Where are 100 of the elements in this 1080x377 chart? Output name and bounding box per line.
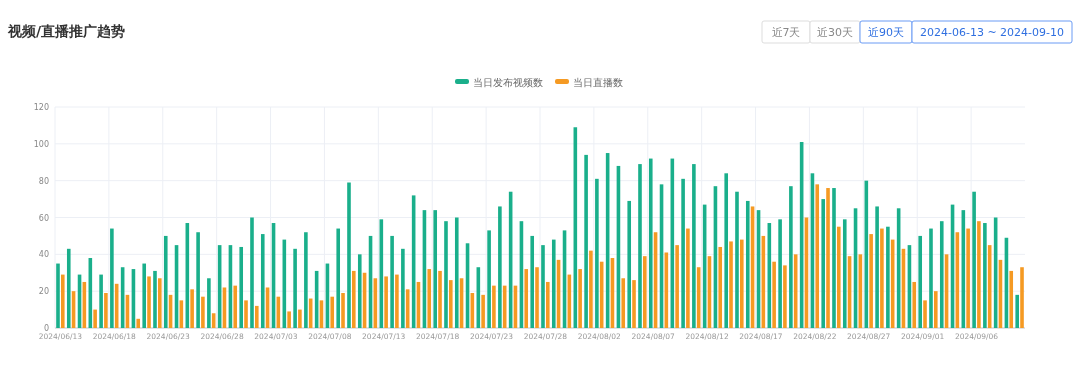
bar [966,228,970,328]
bar [454,217,459,328]
bar [983,223,987,328]
bar [589,250,593,328]
bar [718,246,723,328]
bar [104,293,108,328]
bar [136,318,141,328]
bar [401,248,405,328]
bar [260,234,265,328]
bar [595,178,599,328]
bar [110,228,114,328]
bar [686,228,690,328]
y-tick-label: 120 [33,103,49,112]
bar [347,182,351,328]
bar [842,219,847,328]
bar [530,235,535,328]
bar [642,256,647,328]
bar [675,245,679,328]
bar [99,274,103,328]
y-tick-label: 40 [38,250,49,260]
bar [724,173,729,328]
bar [201,296,205,328]
y-tick-label: 100 [33,139,49,149]
bar [836,226,841,328]
bar [584,154,588,328]
bar [1020,267,1024,328]
bar [147,276,151,328]
bar [93,309,97,328]
title: 视频/直播推广趋势 [8,23,126,39]
bar [929,228,933,328]
bar [918,235,923,328]
bar [789,186,793,328]
bar [815,184,820,328]
bar [778,219,782,328]
bar [196,232,200,328]
bar [244,300,248,328]
bar [832,188,836,328]
bar [933,291,938,328]
bar [190,289,194,328]
y-tick-label: 0 [43,324,49,333]
bar [524,269,529,328]
bar [648,158,653,328]
bar [298,309,302,328]
bar [287,311,291,328]
bar [233,285,238,328]
y-tick-label: 60 [38,213,49,223]
bar [551,239,556,328]
bar [729,241,733,328]
bar [739,239,744,328]
bar [250,217,254,328]
bar [681,178,685,328]
bar [330,296,335,328]
bar [427,269,432,328]
bar [692,164,696,328]
y-tick-label: 20 [38,287,49,297]
bar [153,270,157,328]
bar [745,200,750,328]
bar [1009,270,1014,328]
bar [826,188,830,328]
bar [869,234,873,328]
bar [783,265,787,328]
bar [535,267,539,328]
bar [207,278,211,328]
bar [448,280,453,328]
bar [638,164,642,328]
bar [886,226,890,328]
legend-label: 当日发布视频数 [473,77,543,88]
bar [1015,294,1020,328]
bar [621,278,626,328]
bar [545,281,550,328]
bar [444,221,448,328]
bar [972,191,976,328]
bar [578,269,582,328]
bar [254,305,259,328]
bar [880,228,884,328]
bar [632,280,636,328]
bar [541,245,545,328]
bar [293,248,297,328]
bar [157,278,162,328]
bar [357,254,362,328]
bar [60,274,65,328]
bar [912,281,917,328]
legend-label: 当日直播数 [573,77,623,88]
bar [772,261,776,328]
bar [923,300,927,328]
bar [56,263,60,328]
bar [875,206,879,328]
bar [977,221,981,328]
bar [438,270,442,328]
bar [66,248,71,328]
bar [498,206,502,328]
bar [384,276,388,328]
bar [481,294,485,328]
bar [627,200,632,328]
bar [163,235,168,328]
bar [142,263,147,328]
bar [395,274,399,328]
bar [735,191,739,328]
bar [304,232,308,328]
bar [351,270,356,328]
